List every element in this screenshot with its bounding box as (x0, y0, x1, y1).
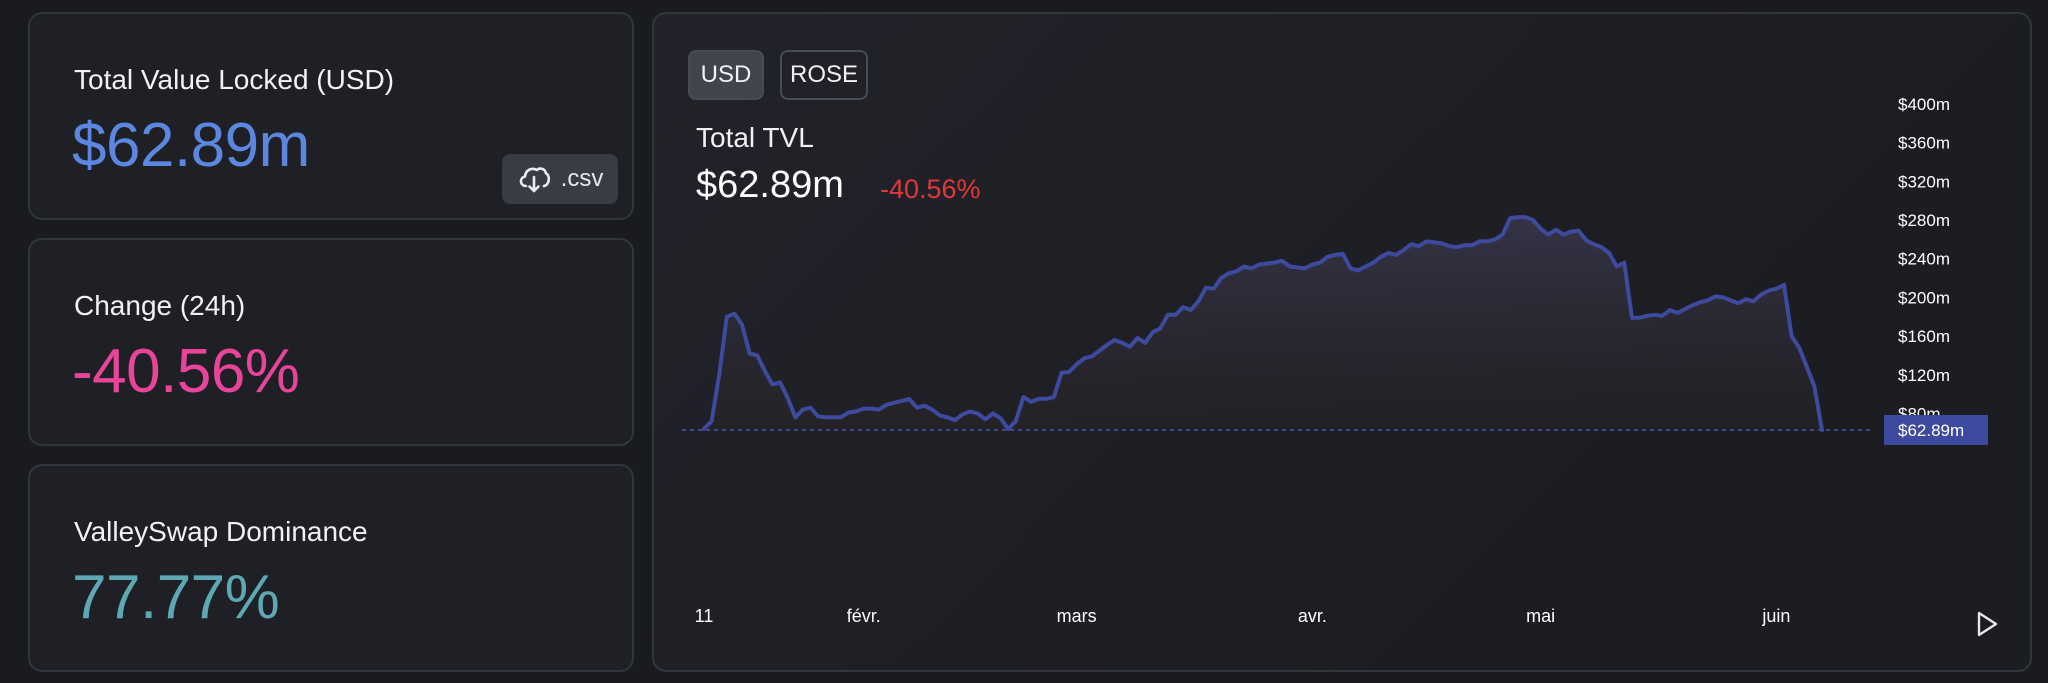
current-value-marker: $62.89m (1884, 415, 1988, 445)
y-tick-label: $280m (1898, 211, 1950, 230)
y-tick-label: $120m (1898, 366, 1950, 385)
change-label: Change (24h) (74, 290, 246, 321)
tvl-card: Total Value Locked (USD) $62.89m .csv (28, 12, 634, 220)
x-tick-label: févr. (847, 606, 881, 626)
tvl-label: Total Value Locked (USD) (74, 64, 395, 95)
x-axis: 11 févr. mars avr. mai juin (695, 606, 1791, 626)
cloud-download-icon (519, 167, 550, 193)
y-tick-label: $320m (1898, 172, 1950, 191)
usd-toggle-button[interactable]: USD (688, 50, 764, 100)
download-csv-button[interactable]: .csv (502, 154, 618, 204)
y-axis: $400m $360m $320m $280m $240m $200m $160m $120m… (1898, 95, 1950, 423)
dominance-label: ValleySwap Dominance (74, 516, 368, 547)
tvl-chart-card: USD ROSE Total TVL $62.89m -40.56% $400m… (652, 12, 2032, 672)
y-tick-label: $200m (1898, 288, 1950, 307)
x-tick-label: mars (1057, 606, 1097, 626)
tvl-value: $62.89m (72, 111, 310, 180)
dominance-value: 77.77% (72, 563, 280, 632)
chart-title: Total TVL (696, 122, 814, 153)
y-tick-label: $360m (1898, 134, 1950, 153)
current-value-badge (1884, 415, 1988, 445)
tvl-area-chart[interactable]: $400m $360m $320m $280m $240m $200m $160m $120m… (654, 14, 2030, 670)
tvl-series-line (702, 215, 1824, 432)
x-tick-label: juin (1761, 606, 1790, 626)
chart-total-value: $62.89m (696, 164, 844, 206)
x-tick-label: mai (1526, 606, 1555, 626)
change-value: -40.56% (72, 337, 300, 406)
change-card: Change (24h) -40.56% (28, 238, 634, 446)
csv-label: .csv (560, 165, 604, 192)
dominance-card: ValleySwap Dominance 77.77% (28, 464, 634, 672)
rose-toggle-button[interactable]: ROSE (780, 50, 868, 100)
tvl-area (704, 217, 1822, 430)
y-tick-label: $160m (1898, 327, 1950, 346)
y-tick-label: $240m (1898, 250, 1950, 269)
play-icon[interactable] (1970, 608, 2002, 640)
y-tick-label: $400m (1898, 95, 1950, 114)
chart-change-value: -40.56% (880, 174, 981, 204)
x-tick-label: avr. (1298, 606, 1327, 626)
x-tick-label: 11 (695, 606, 714, 626)
current-value-label: $62.89m (1898, 421, 1964, 440)
